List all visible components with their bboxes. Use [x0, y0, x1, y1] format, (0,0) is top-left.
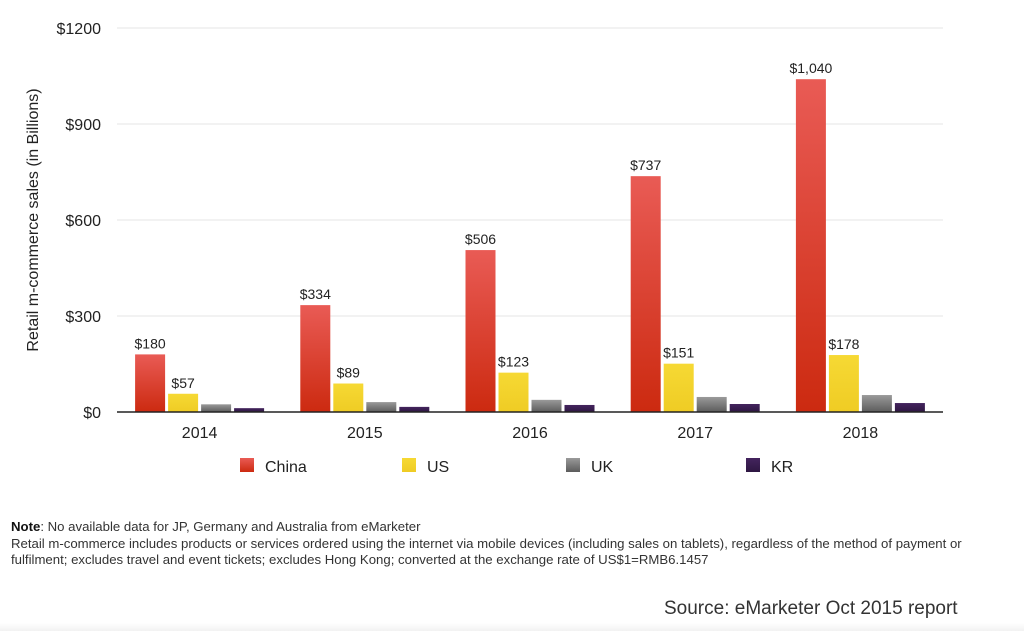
bar-china-2017 [630, 176, 661, 412]
definition-text: Retail m-commerce includes products or s… [11, 535, 962, 568]
legend-label-china: China [265, 459, 307, 476]
footer-shade [0, 623, 1024, 631]
bars [135, 79, 925, 412]
legend-label-us: US [427, 459, 449, 476]
data-label-china-2014: $180 [135, 335, 166, 351]
x-tick-label: 2018 [843, 425, 879, 442]
data-label-us-2018: $178 [828, 336, 859, 352]
x-tick-label: 2014 [182, 425, 218, 442]
bar-us-2015 [333, 383, 364, 412]
bar-us-2016 [498, 372, 529, 412]
bar-kr-2017 [729, 404, 760, 412]
bar-us-2017 [663, 363, 694, 412]
x-tick-label: 2016 [512, 425, 548, 442]
legend-item-china: China [240, 458, 307, 476]
bar-uk-2014 [201, 404, 232, 412]
data-label-us-2015: $89 [337, 365, 361, 381]
bar-china-2016 [465, 250, 496, 412]
bar-uk-2017 [696, 396, 727, 412]
bar-china-2014 [135, 354, 166, 412]
y-axis-ticks: $0 $300 $600 $900 $1200 [57, 21, 102, 422]
legend-label-kr: KR [771, 459, 793, 476]
y-tick-label: $900 [65, 117, 101, 134]
data-label-china-2018: $1,040 [789, 60, 832, 76]
data-label-china-2015: $334 [300, 286, 331, 302]
y-tick-label: $600 [65, 213, 101, 230]
bar-kr-2015 [399, 406, 430, 412]
data-label-china-2017: $737 [630, 157, 661, 173]
bar-chart: $0 $300 $600 $900 $1200 Retail m-commerce sa… [25, 21, 943, 476]
bar-kr-2016 [564, 404, 595, 412]
data-labels: $180 $57 $334 $89 $506 $123 $737 $151 $1,040 $178 [135, 60, 860, 391]
legend-item-uk: UK [566, 458, 614, 476]
x-axis-ticks: 2014 2015 2016 2017 2018 [182, 425, 878, 442]
bar-china-2015 [300, 305, 331, 412]
note-label: Note [11, 519, 41, 534]
data-label-us-2016: $123 [498, 354, 529, 370]
data-label-us-2014: $57 [171, 375, 195, 391]
note-text: : No available data for JP, Germany and … [40, 519, 421, 534]
data-label-china-2016: $506 [465, 231, 496, 247]
legend-item-kr: KR [746, 458, 793, 476]
bar-kr-2014 [234, 408, 265, 412]
legend-swatch-uk [566, 458, 580, 472]
bar-uk-2015 [366, 402, 397, 412]
y-tick-label: $0 [83, 405, 101, 422]
legend-swatch-kr [746, 458, 760, 472]
legend: China US UK KR [240, 458, 793, 476]
source-citation: Source: eMarketer Oct 2015 report [664, 598, 958, 619]
bar-uk-2018 [861, 395, 892, 412]
y-tick-label: $1200 [57, 21, 102, 38]
bar-us-2014 [168, 393, 199, 412]
legend-swatch-us [402, 458, 416, 472]
legend-item-us: US [402, 458, 449, 476]
bar-china-2018 [795, 79, 826, 412]
bar-kr-2018 [894, 403, 925, 412]
y-axis-label: Retail m-commerce sales (in Billions) [25, 88, 42, 351]
bar-us-2018 [828, 355, 859, 412]
data-label-us-2017: $151 [663, 345, 694, 361]
bar-uk-2016 [531, 399, 562, 412]
x-tick-label: 2015 [347, 425, 383, 442]
legend-label-uk: UK [591, 459, 614, 476]
x-tick-label: 2017 [677, 425, 713, 442]
legend-swatch-china [240, 458, 254, 472]
y-tick-label: $300 [65, 309, 101, 326]
chart-notes: Note: No available data for JP, Germany … [11, 519, 1021, 569]
